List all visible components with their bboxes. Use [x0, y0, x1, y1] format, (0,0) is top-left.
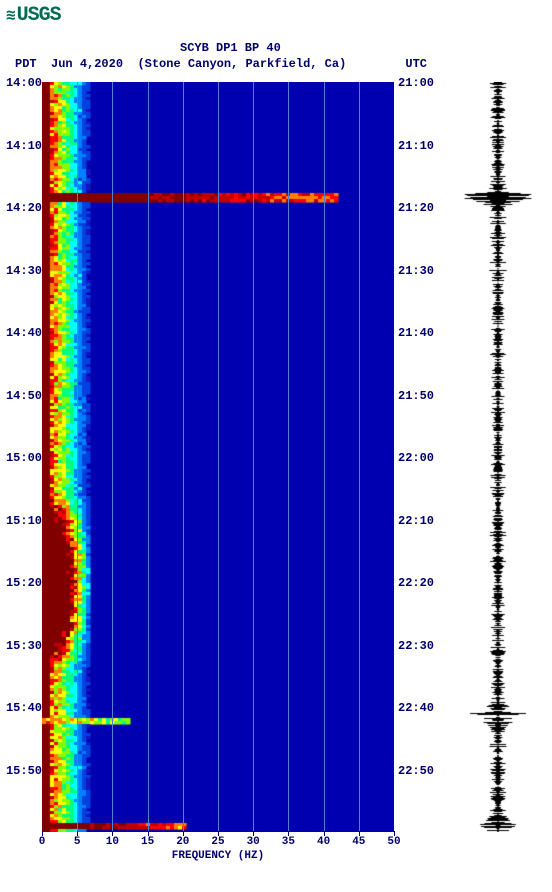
- x-tick: 50: [387, 836, 400, 848]
- x-axis-label: FREQUENCY (HZ): [42, 850, 394, 862]
- x-tick: 35: [282, 836, 295, 848]
- location: (Stone Canyon, Parkfield, Ca): [137, 57, 346, 71]
- x-tick: 45: [352, 836, 365, 848]
- left-tick: 14:00: [0, 76, 42, 90]
- gridline: [77, 82, 78, 832]
- right-tick: 21:00: [398, 76, 438, 90]
- right-tick: 21:20: [398, 201, 438, 215]
- right-tick: 21:40: [398, 326, 438, 340]
- right-tick: 22:00: [398, 451, 438, 465]
- gridline: [324, 82, 325, 832]
- left-tick: 14:50: [0, 389, 42, 403]
- left-tick: 15:30: [0, 639, 42, 653]
- x-tick: 0: [39, 836, 46, 848]
- right-tick: 22:50: [398, 764, 438, 778]
- gridline: [218, 82, 219, 832]
- x-tick: 30: [247, 836, 260, 848]
- left-tick: 14:30: [0, 264, 42, 278]
- tz-left: PDT: [15, 57, 37, 71]
- left-time-axis: 14:0014:1014:2014:3014:4014:5015:0015:10…: [0, 82, 42, 832]
- right-tick: 22:40: [398, 701, 438, 715]
- x-tick: 20: [176, 836, 189, 848]
- left-tick: 15:10: [0, 514, 42, 528]
- gridline: [148, 82, 149, 832]
- x-tick: 10: [106, 836, 119, 848]
- gridline: [253, 82, 254, 832]
- right-tick: 22:10: [398, 514, 438, 528]
- gridline: [183, 82, 184, 832]
- seismogram-trace: [458, 82, 538, 832]
- x-tick: 25: [211, 836, 224, 848]
- spectrogram-plot: [42, 82, 394, 832]
- gridline: [359, 82, 360, 832]
- right-tick: 22:30: [398, 639, 438, 653]
- chart-header: SCYB DP1 BP 40 PDT Jun 4,2020 (Stone Can…: [0, 40, 552, 72]
- right-tick: 21:50: [398, 389, 438, 403]
- gridline: [288, 82, 289, 832]
- left-tick: 15:20: [0, 576, 42, 590]
- logo-text: USGS: [17, 4, 61, 27]
- x-tick: 5: [74, 836, 81, 848]
- x-tick: 15: [141, 836, 154, 848]
- right-time-axis: 21:0021:1021:2021:3021:4021:5022:0022:10…: [398, 82, 438, 832]
- station-line: SCYB DP1 BP 40: [180, 40, 552, 56]
- date-line: PDT Jun 4,2020 (Stone Canyon, Parkfield,…: [15, 56, 552, 72]
- date: Jun 4,2020: [51, 57, 123, 71]
- usgs-logo: ≋USGS: [6, 4, 61, 27]
- right-tick: 21:10: [398, 139, 438, 153]
- gridline: [112, 82, 113, 832]
- tz-right: UTC: [405, 56, 427, 72]
- left-tick: 15:40: [0, 701, 42, 715]
- left-tick: 15:00: [0, 451, 42, 465]
- logo-wave-icon: ≋: [6, 5, 15, 25]
- left-tick: 14:40: [0, 326, 42, 340]
- x-tick: 40: [317, 836, 330, 848]
- left-tick: 14:20: [0, 201, 42, 215]
- right-tick: 22:20: [398, 576, 438, 590]
- right-tick: 21:30: [398, 264, 438, 278]
- left-tick: 14:10: [0, 139, 42, 153]
- left-tick: 15:50: [0, 764, 42, 778]
